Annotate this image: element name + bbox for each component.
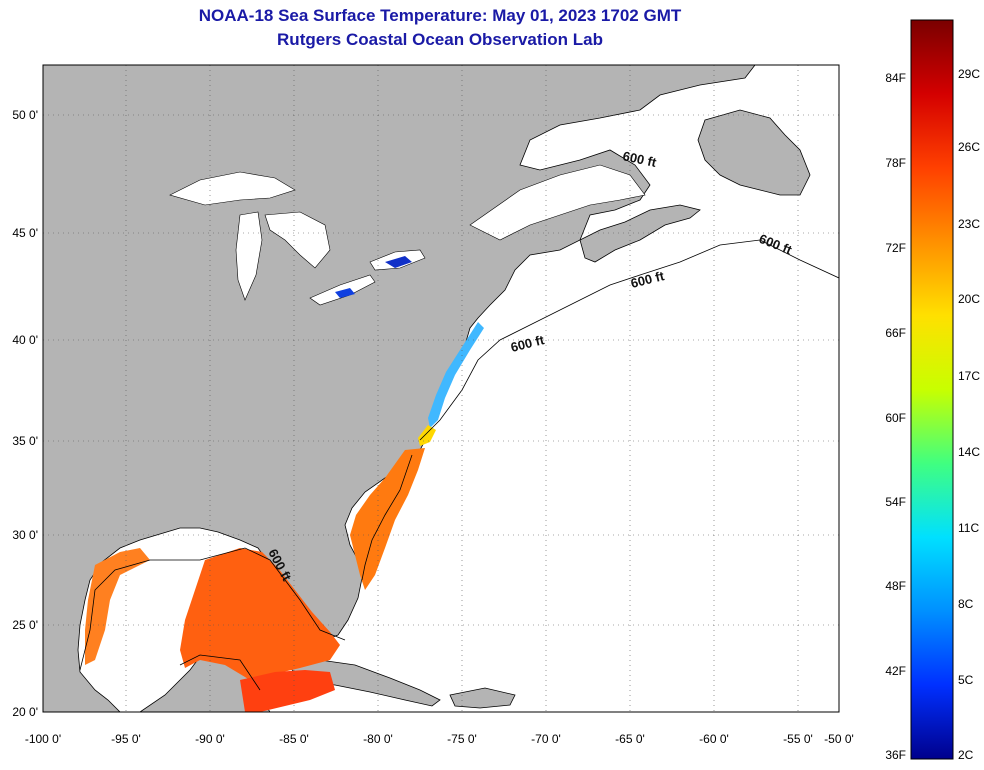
cb-label-78f: 78F: [885, 156, 906, 170]
lon-label-90: -90 0': [195, 732, 225, 746]
lat-label-20: 20 0': [12, 705, 38, 719]
sst-caribbean: [240, 670, 335, 712]
cb-label-14c: 14C: [958, 445, 980, 459]
lat-label-50: 50 0': [12, 108, 38, 122]
sst-texas-coast: [85, 548, 150, 665]
cb-label-20c: 20C: [958, 292, 980, 306]
lat-label-45: 45 0': [12, 226, 38, 240]
sst-lake-ontario-patch: [385, 256, 412, 268]
map-frame: [42, 64, 840, 713]
map-title: NOAA-18 Sea Surface Temperature: May 01,…: [198, 6, 682, 25]
lon-label-95: -95 0': [111, 732, 141, 746]
cb-label-84f: 84F: [885, 71, 906, 85]
isobath-atlantic: [361, 239, 839, 581]
sst-mid-atlantic-shelf: [428, 322, 484, 428]
land-newfoundland: [697, 109, 811, 196]
cb-label-66f: 66F: [885, 326, 906, 340]
lon-label-80: -80 0': [363, 732, 393, 746]
cb-label-11c: 11C: [958, 521, 979, 535]
isobath-gulf: [79, 547, 346, 691]
land-maritimes: [579, 204, 701, 263]
lon-label-60: -60 0': [699, 732, 729, 746]
lat-label-25: 25 0': [12, 618, 38, 632]
lon-label-85: -85 0': [279, 732, 309, 746]
cb-label-26c: 26C: [958, 140, 980, 154]
colorbar-fahrenheit-labels: 84F 78F 72F 66F 60F 54F 48F 42F 36F: [885, 71, 906, 762]
sst-southeast-gulfstream: [350, 448, 425, 590]
sst-gulf-of-mexico: [180, 548, 340, 680]
cb-label-2c: 2C: [958, 748, 974, 762]
lake-michigan: [235, 211, 263, 301]
lon-label-50: -50 0': [824, 732, 854, 746]
lat-label-30: 30 0': [12, 528, 38, 542]
cb-label-17c: 17C: [958, 369, 980, 383]
land-hispaniola: [449, 687, 516, 709]
st-lawrence-gulf: [469, 164, 646, 241]
sst-hatteras-yellow: [418, 425, 436, 446]
cb-label-48f: 48F: [885, 579, 906, 593]
lon-label-75: -75 0': [447, 732, 477, 746]
cb-label-60f: 60F: [885, 411, 906, 425]
cb-label-42f: 42F: [885, 664, 906, 678]
map-subtitle: Rutgers Coastal Ocean Observation Lab: [277, 30, 603, 49]
lon-label-55: -55 0': [783, 732, 813, 746]
cb-label-5c: 5C: [958, 673, 974, 687]
cb-label-29c: 29C: [958, 67, 980, 81]
latitude-labels: 50 0' 45 0' 40 0' 35 0' 30 0' 25 0' 20 0…: [12, 108, 38, 719]
sst-lake-erie-patch: [335, 288, 355, 298]
colorbar-celsius-labels: 29C 26C 23C 20C 17C 14C 11C 8C 5C 2C: [958, 67, 980, 762]
longitude-labels: -100 0' -95 0' -90 0' -85 0' -80 0' -75 …: [25, 732, 854, 746]
cb-label-36f: 36F: [885, 748, 906, 762]
lat-label-35: 35 0': [12, 434, 38, 448]
lat-label-40: 40 0': [12, 333, 38, 347]
lake-superior: [169, 171, 296, 206]
isobath-label-nl: 600 ft: [621, 148, 658, 170]
lon-label-65: -65 0': [615, 732, 645, 746]
cb-label-8c: 8C: [958, 597, 974, 611]
lake-huron: [264, 211, 331, 269]
cb-label-72f: 72F: [885, 241, 906, 255]
colorbar: [910, 19, 954, 760]
lon-label-100: -100 0': [25, 732, 61, 746]
cb-label-54f: 54F: [885, 495, 906, 509]
lon-label-70: -70 0': [531, 732, 561, 746]
cb-label-23c: 23C: [958, 217, 980, 231]
